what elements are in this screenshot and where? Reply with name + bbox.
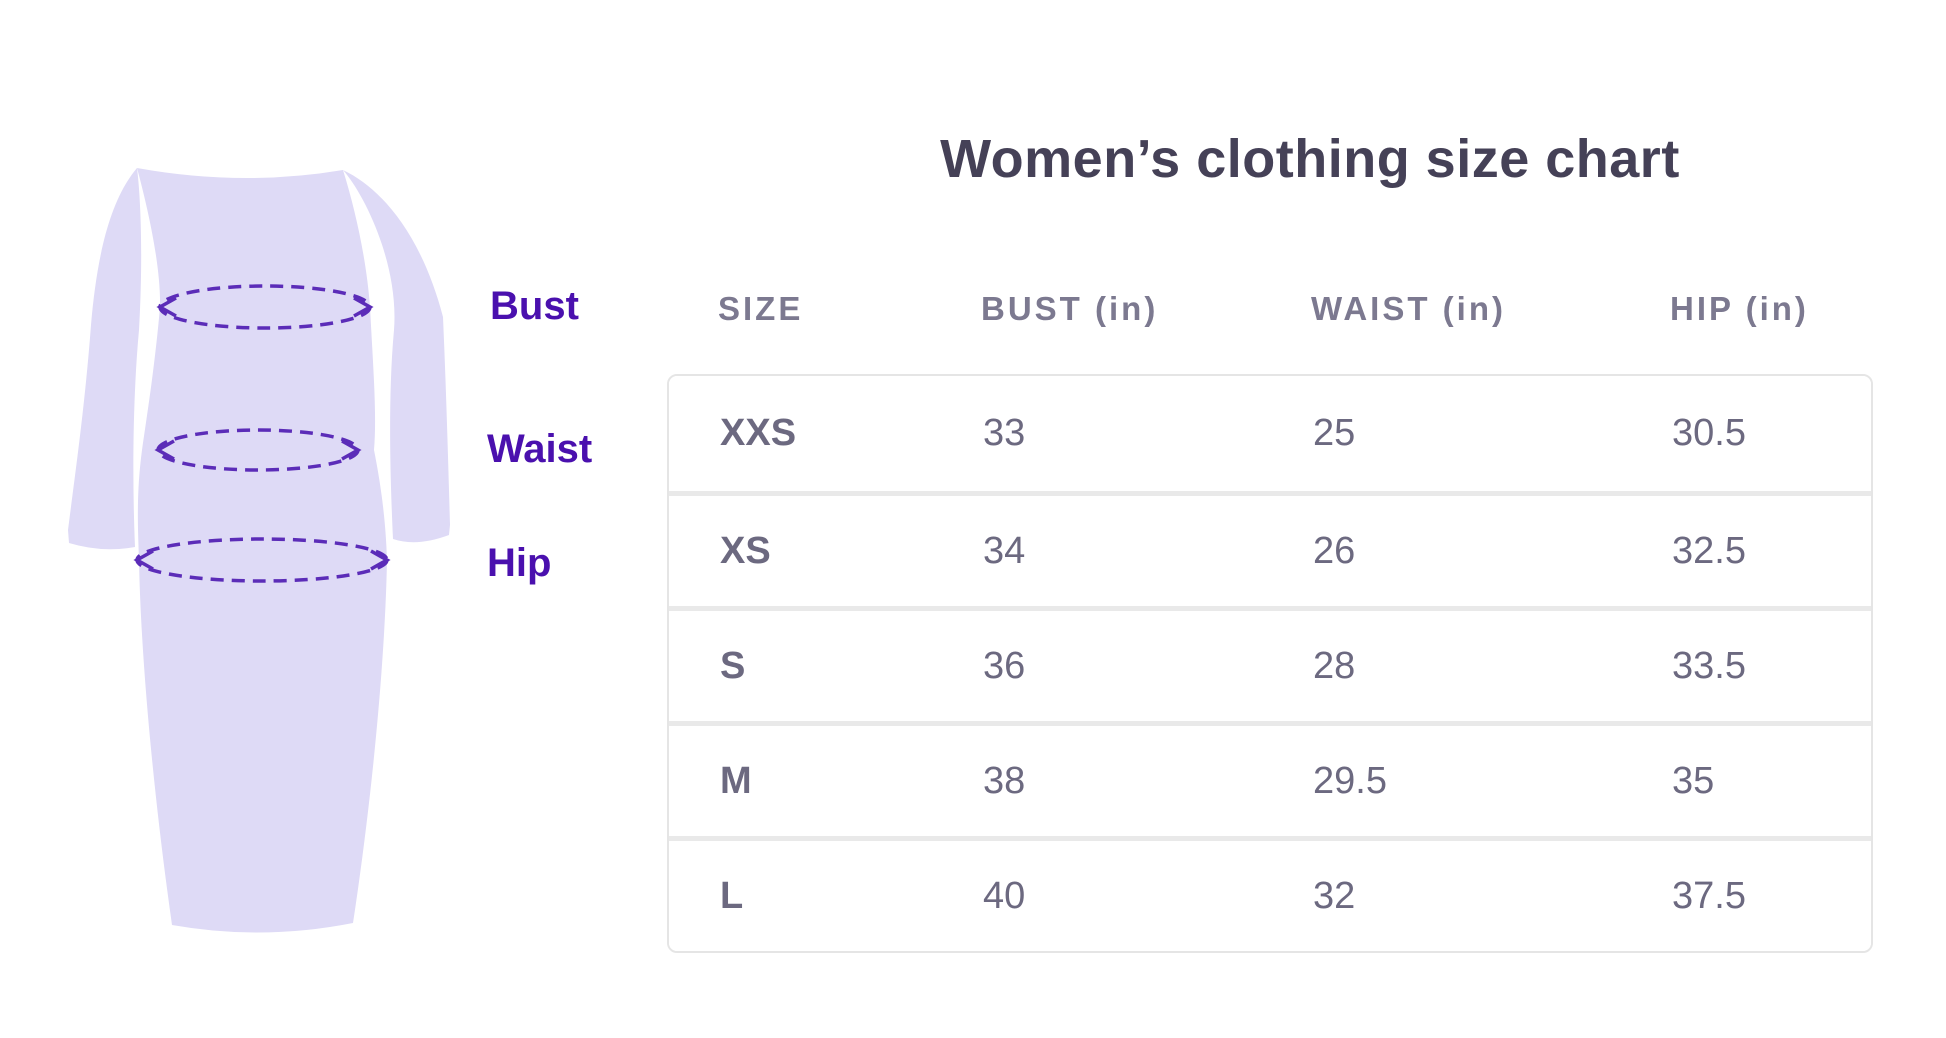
- bust-label: Bust: [490, 284, 579, 328]
- table-row-xxs: XXS 33 25 30.5: [669, 376, 1871, 491]
- hip-arrow-left: [133, 549, 154, 571]
- bust-cell: 38: [983, 759, 1026, 802]
- table-header: SIZE BUST (in) WAIST (in) HIP (in): [667, 290, 1873, 328]
- size-cell: M: [720, 759, 752, 802]
- dress-illustration: [68, 168, 450, 933]
- size-cell: XS: [720, 529, 771, 572]
- hip-arrow-right: [370, 549, 391, 571]
- waist-arrow-right: [341, 439, 362, 461]
- hip-cell: 35: [1672, 759, 1715, 802]
- waist-label: Waist: [487, 427, 593, 471]
- dress-body: [137, 168, 387, 933]
- column-header-waist: WAIST (in): [1311, 290, 1506, 327]
- column-header-hip: HIP (in): [1670, 290, 1809, 327]
- column-header-size: SIZE: [718, 290, 804, 327]
- bust-arrow-right: [353, 296, 374, 318]
- waist-cell: 25: [1313, 412, 1356, 454]
- bust-cell: 36: [983, 644, 1026, 687]
- waist-arrow-left: [154, 439, 175, 461]
- page-title: Women’s clothing size chart: [940, 129, 1680, 189]
- hip-label: Hip: [487, 541, 552, 585]
- waist-cell: 28: [1313, 644, 1356, 687]
- table-row-s: S 36 28 33.5: [669, 606, 1871, 721]
- table-row-m: M 38 29.5 35: [669, 721, 1871, 836]
- hip-cell: 30.5: [1672, 412, 1746, 454]
- size-cell: L: [720, 874, 744, 917]
- waist-cell: 29.5: [1313, 759, 1387, 802]
- table-row-l: L 40 32 37.5: [669, 836, 1871, 951]
- column-header-bust: BUST (in): [981, 290, 1159, 327]
- bust-cell: 33: [983, 412, 1026, 454]
- bust-arrow-left: [156, 296, 177, 318]
- size-cell: S: [720, 644, 746, 687]
- table-row-xs: XS 34 26 32.5: [669, 491, 1871, 606]
- waist-cell: 26: [1313, 529, 1356, 572]
- bust-cell: 40: [983, 874, 1026, 917]
- hip-cell: 33.5: [1672, 644, 1746, 687]
- size-cell: XXS: [720, 412, 797, 454]
- waist-cell: 32: [1313, 874, 1356, 917]
- size-table: XXS 33 25 30.5 XS 34 26 32.5 S 36 28 33.…: [667, 374, 1873, 953]
- dress-left-sleeve: [68, 168, 142, 550]
- hip-cell: 32.5: [1672, 529, 1746, 572]
- dress-right-sleeve: [343, 170, 450, 543]
- bust-cell: 34: [983, 529, 1026, 572]
- hip-cell: 37.5: [1672, 874, 1746, 917]
